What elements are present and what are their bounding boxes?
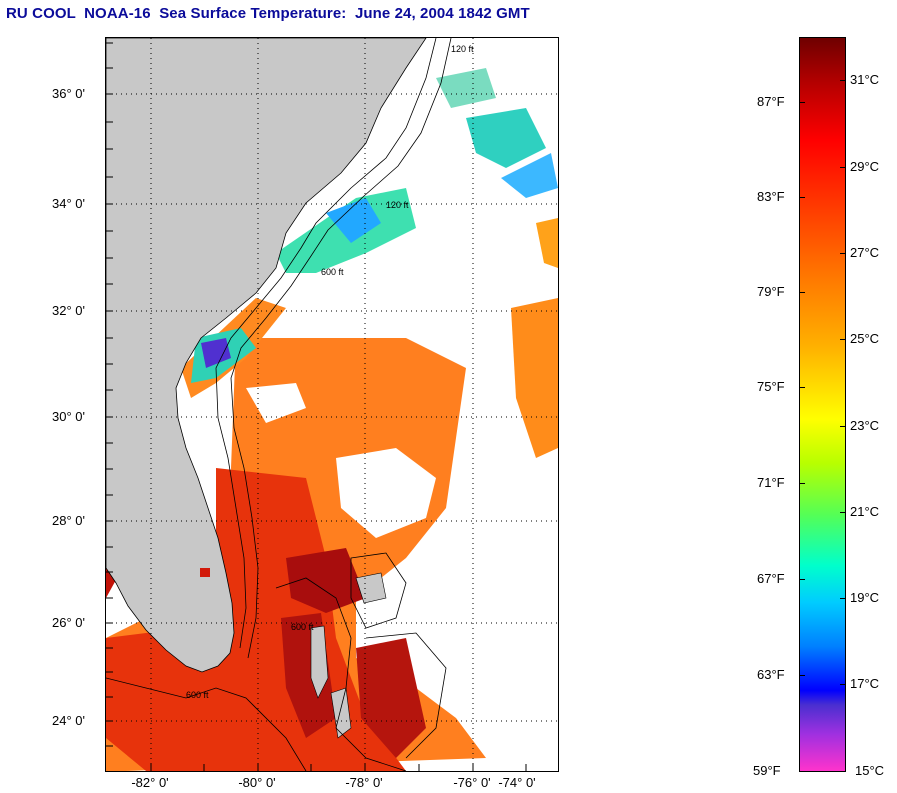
cbar-f-67: 67°F [757,571,785,586]
lon-label-80: -80° 0' [238,775,276,790]
cbar-c-17: 17°C [850,676,880,691]
cbar-c-21: 21°C [850,504,880,519]
map-title: RU COOL NOAA-16 Sea Surface Temperature:… [6,5,530,22]
sst-map: 120 ft 120 ft 600 ft 600 ft 600 ft [105,37,559,772]
lat-label-34: 34° 0' [52,196,85,211]
map-grid [106,38,558,771]
cbar-f-59: 59°F [753,763,781,778]
lon-label-82: -82° 0' [131,775,169,790]
cbar-c-15: 15°C [855,763,885,778]
cbar-c-31: 31°C [850,72,880,87]
cbar-f-75: 75°F [757,379,785,394]
cbar-c-27: 27°C [850,245,880,260]
cbar-c-29: 29°C [850,159,880,174]
lon-label-74: -74° 0' [498,775,536,790]
land-mass [106,38,427,673]
cbar-f-71: 71°F [757,475,785,490]
cbar-f-63: 63°F [757,667,785,682]
contour-label-120b: 120 ft [386,200,409,210]
lat-label-32: 32° 0' [52,303,85,318]
cbar-f-87: 87°F [757,94,785,109]
cbar-f-83: 83°F [757,189,785,204]
contour-label-600b: 600 ft [186,690,209,700]
contour-label-600: 600 ft [291,622,314,632]
cbar-f-79: 79°F [757,284,785,299]
temperature-colorbar [799,37,846,772]
contour-label-120: 120 ft [451,44,474,54]
lon-label-76: -76° 0' [453,775,491,790]
lat-label-28: 28° 0' [52,513,85,528]
contour-label-600c: 600 ft [321,267,344,277]
lat-label-36: 36° 0' [52,86,85,101]
cbar-c-23: 23°C [850,418,880,433]
sst-map-canvas: 120 ft 120 ft 600 ft 600 ft 600 ft [106,38,558,771]
lon-label-78: -78° 0' [345,775,383,790]
lat-label-26: 26° 0' [52,615,85,630]
lat-label-24: 24° 0' [52,713,85,728]
lat-label-30: 30° 0' [52,409,85,424]
cbar-c-25: 25°C [850,331,880,346]
cbar-c-19: 19°C [850,590,880,605]
